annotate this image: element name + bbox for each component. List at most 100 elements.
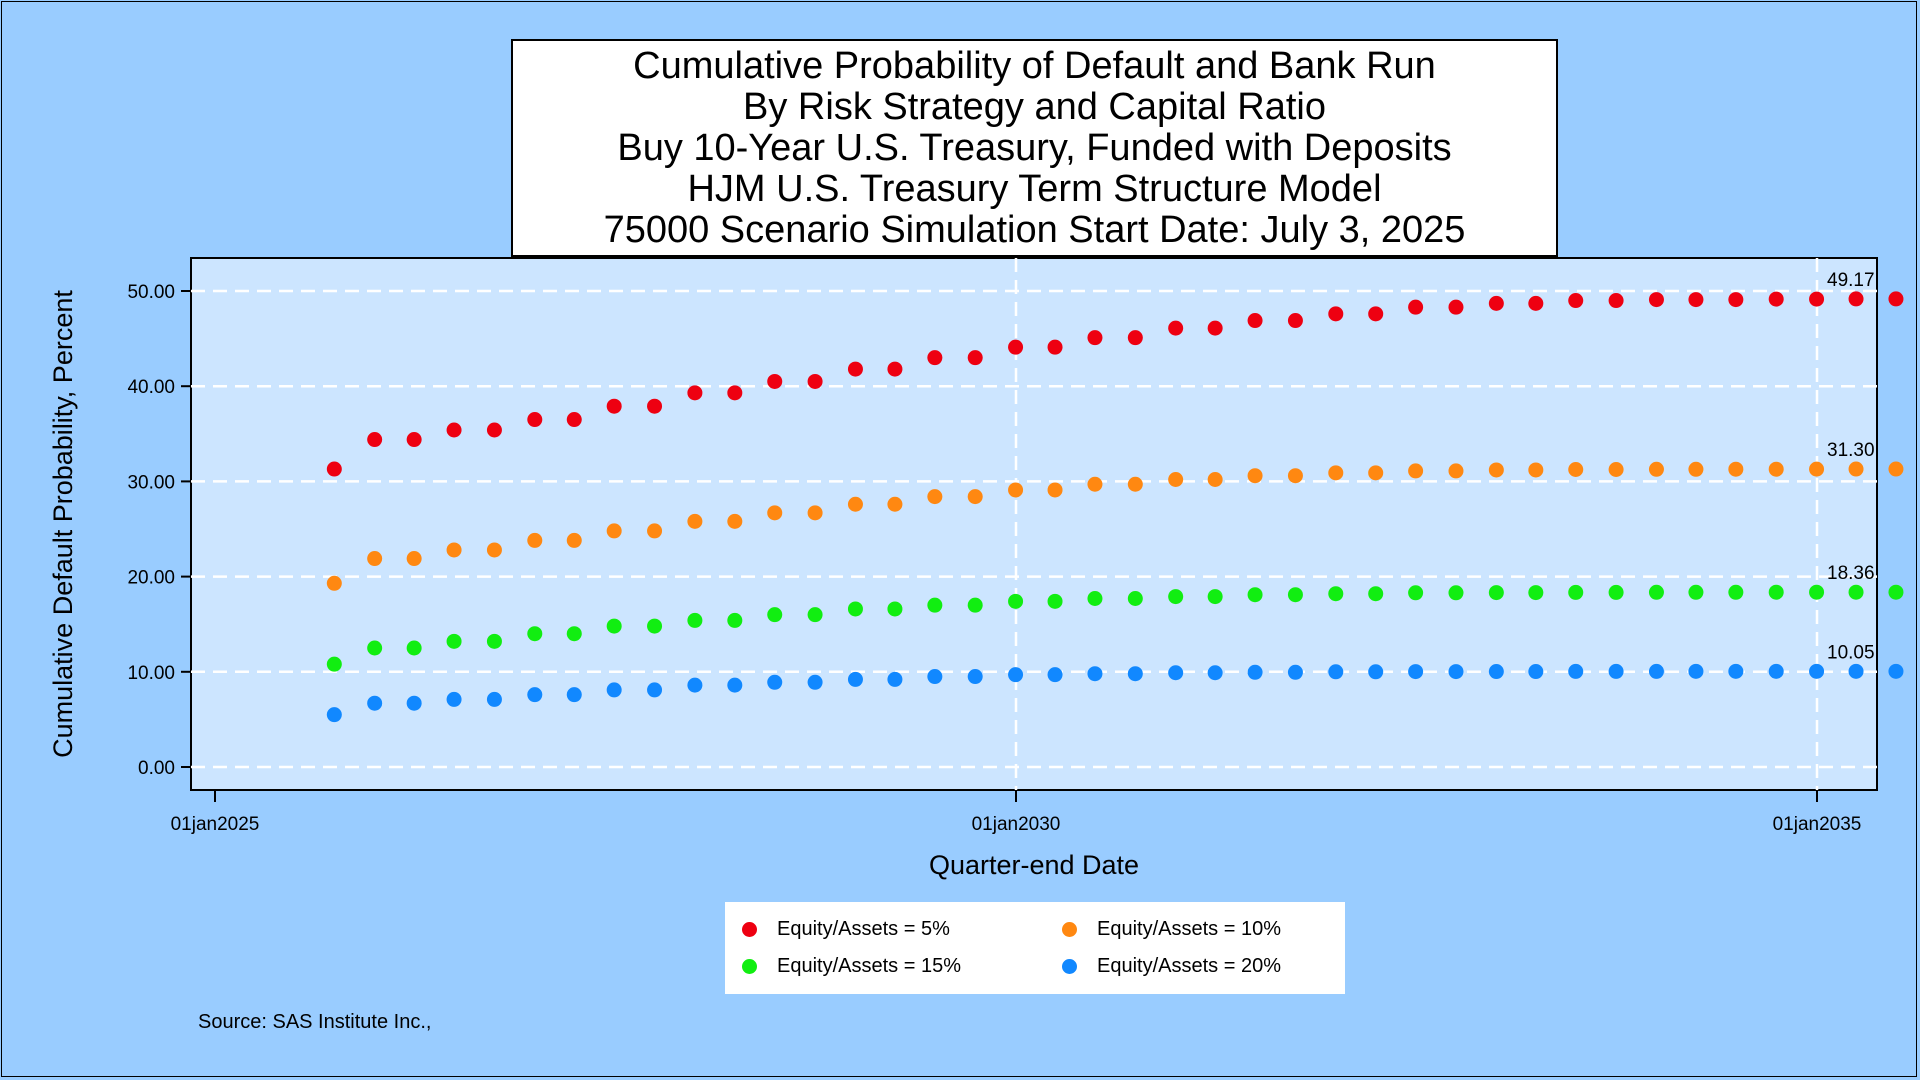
data-point: [967, 669, 983, 685]
data-point: [367, 640, 383, 656]
data-point: [1488, 462, 1504, 478]
data-point: [1207, 471, 1223, 487]
data-point: [1408, 585, 1424, 601]
y-tick-label: 0.00: [138, 758, 175, 779]
data-point: [1608, 584, 1624, 600]
data-point: [1368, 586, 1384, 602]
x-tick-label: 01jan2025: [171, 814, 260, 835]
data-point: [767, 505, 783, 521]
data-point: [1528, 664, 1544, 680]
data-point: [1648, 292, 1664, 308]
data-point: [1287, 468, 1303, 484]
end-value-label: 31.30: [1827, 440, 1875, 461]
data-point: [566, 626, 582, 642]
legend-item-5pct: Equity/Assets = 5%: [742, 918, 950, 941]
data-point: [1528, 462, 1544, 478]
data-point: [406, 551, 422, 567]
data-point: [1047, 339, 1063, 355]
data-point: [527, 687, 543, 703]
data-point: [1008, 339, 1024, 355]
data-point: [1408, 664, 1424, 680]
data-point: [1848, 663, 1864, 679]
data-point: [1087, 590, 1103, 606]
data-point: [1207, 665, 1223, 681]
legend-marker: [1062, 959, 1077, 974]
y-tick-label: 30.00: [127, 472, 175, 493]
data-point: [687, 612, 703, 628]
data-point: [1047, 593, 1063, 609]
data-point: [606, 618, 622, 634]
data-point: [647, 682, 663, 698]
data-point: [1608, 462, 1624, 477]
data-point: [1608, 293, 1624, 309]
legend-label: Equity/Assets = 20%: [1097, 955, 1281, 977]
y-tick-label: 20.00: [127, 568, 175, 589]
data-point: [887, 601, 903, 617]
data-point: [1528, 585, 1544, 601]
data-point: [1328, 586, 1344, 602]
data-point: [1848, 461, 1864, 477]
data-point: [647, 618, 663, 634]
data-point: [1888, 663, 1904, 679]
data-point: [1768, 291, 1784, 307]
legend-item-15pct: Equity/Assets = 15%: [742, 955, 961, 978]
data-point: [326, 707, 342, 723]
data-point: [1848, 584, 1864, 600]
end-value-label: 49.17: [1827, 270, 1875, 291]
data-point: [1368, 306, 1384, 322]
data-point: [1168, 320, 1184, 336]
data-point: [1207, 320, 1223, 336]
data-point: [326, 656, 342, 672]
data-point: [1127, 590, 1143, 606]
data-point: [1608, 663, 1624, 679]
data-point: [1008, 593, 1024, 609]
data-point: [367, 551, 383, 567]
data-point: [927, 669, 943, 685]
data-point: [647, 523, 663, 539]
data-point: [887, 496, 903, 512]
data-point: [406, 695, 422, 711]
title-line-3: Buy 10-Year U.S. Treasury, Funded with D…: [617, 126, 1452, 169]
legend-item-20pct: Equity/Assets = 20%: [1062, 955, 1281, 978]
data-point: [527, 626, 543, 642]
data-point: [1848, 291, 1864, 307]
data-point: [1168, 665, 1184, 681]
data-point: [1287, 587, 1303, 603]
legend-marker: [742, 959, 757, 974]
data-point: [727, 385, 743, 401]
data-point: [486, 422, 502, 438]
data-point: [1087, 476, 1103, 492]
data-point: [1127, 330, 1143, 346]
data-point: [1688, 292, 1704, 308]
data-point: [446, 691, 462, 707]
y-tick-label: 10.00: [127, 663, 175, 684]
data-point: [1888, 461, 1904, 477]
data-point: [1287, 313, 1303, 329]
data-point: [606, 523, 622, 539]
data-point: [807, 674, 823, 690]
data-point: [566, 532, 582, 548]
data-point: [887, 361, 903, 377]
data-point: [1648, 663, 1664, 679]
data-point: [807, 505, 823, 521]
source-note: Source: SAS Institute Inc.,: [198, 1011, 432, 1033]
data-point: [1728, 461, 1744, 477]
data-point: [1648, 461, 1664, 477]
data-point: [1448, 664, 1464, 680]
data-point: [1728, 663, 1744, 679]
data-point: [1768, 584, 1784, 600]
data-point: [1247, 587, 1263, 603]
x-tick-label: 01jan2035: [1773, 814, 1862, 835]
data-point: [1528, 295, 1544, 311]
data-point: [967, 489, 983, 505]
y-axis-label: Cumulative Default Probability, Percent: [48, 290, 78, 758]
data-point: [606, 398, 622, 414]
data-point: [727, 677, 743, 693]
data-point: [1688, 461, 1704, 477]
legend-item-10pct: Equity/Assets = 10%: [1062, 918, 1281, 941]
data-point: [1568, 663, 1584, 679]
x-axis-label: Quarter-end Date: [929, 850, 1139, 880]
data-point: [687, 513, 703, 529]
end-value-label: 18.36: [1827, 563, 1875, 584]
data-point: [1768, 663, 1784, 679]
